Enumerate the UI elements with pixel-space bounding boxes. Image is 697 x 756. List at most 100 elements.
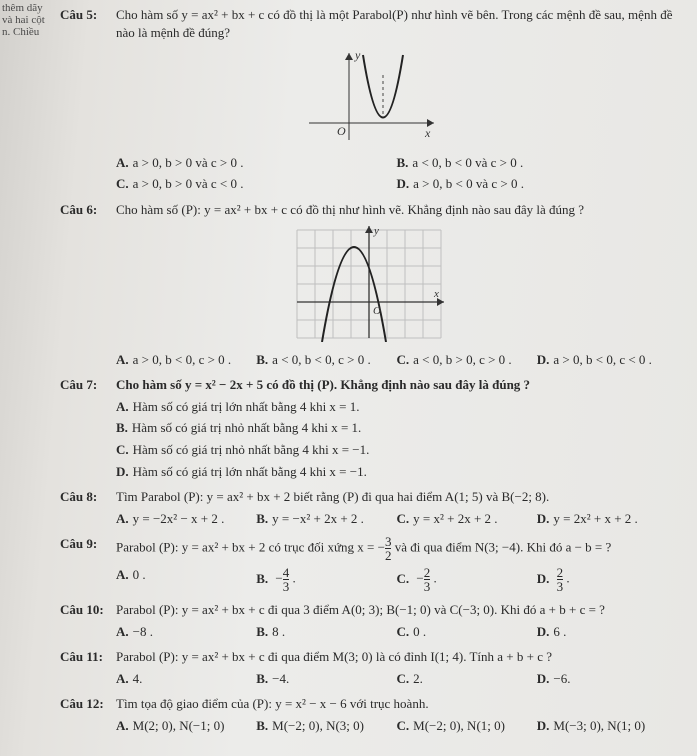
q5-parabola-svg: O x y	[299, 45, 439, 145]
q10-option-d: D.6 .	[537, 623, 677, 641]
q9-optB-pre: −	[275, 571, 282, 586]
q10-option-c: C.0 .	[397, 623, 537, 641]
q10-option-b: B.8 .	[256, 623, 396, 641]
q6-option-a: A.a > 0, b < 0, c > 0 .	[116, 351, 256, 369]
q11-optD-text: −6.	[553, 671, 570, 686]
q6-parabola-svg: O x y	[284, 222, 454, 342]
q5-graph: O x y	[60, 45, 677, 150]
svg-text:y: y	[373, 225, 379, 237]
q6-option-b: B.a < 0, b < 0, c > 0 .	[256, 351, 396, 369]
q11-text: Parabol (P): y = ax² + bx + c đi qua điể…	[116, 648, 677, 666]
q6-text: Cho hàm số (P): y = ax² + bx + c có đồ t…	[116, 201, 677, 219]
q7-optA-text: Hàm số có giá trị lớn nhất bằng 4 khi x …	[133, 399, 360, 414]
q9-text-a: Parabol (P): y = ax² + bx + 2 có trục đố…	[116, 540, 385, 555]
q6-optD-text: a > 0, b < 0, c < 0 .	[553, 352, 652, 367]
q8-label: Câu 8:	[60, 488, 108, 506]
q9-text: Parabol (P): y = ax² + bx + 2 có trục đố…	[116, 535, 677, 562]
question-6: Câu 6: Cho hàm số (P): y = ax² + bx + c …	[60, 201, 677, 369]
q6-option-d: D.a > 0, b < 0, c < 0 .	[537, 351, 677, 369]
svg-text:O: O	[337, 124, 346, 138]
question-8: Câu 8: Tìm Parabol (P): y = ax² + bx + 2…	[60, 488, 677, 527]
q11-optB-text: −4.	[272, 671, 289, 686]
q7-option-a: A.Hàm số có giá trị lớn nhất bằng 4 khi …	[116, 398, 677, 416]
q12-text: Tìm tọa độ giao điểm của (P): y = x² − x…	[116, 695, 677, 713]
edge-line-3: n. Chiều	[2, 26, 39, 38]
q6-optB-text: a < 0, b < 0, c > 0 .	[272, 352, 371, 367]
q8-option-a: A.y = −2x² − x + 2 .	[116, 510, 256, 528]
q9-text-b: và đi qua điểm N(3; −4). Khi đó a − b = …	[391, 540, 611, 555]
q11-option-a: A.4.	[116, 670, 256, 688]
q12-label: Câu 12:	[60, 695, 108, 713]
q9-label: Câu 9:	[60, 535, 108, 553]
q5-optC-text: a > 0, b > 0 và c < 0 .	[133, 176, 244, 191]
q7-label: Câu 7:	[60, 376, 108, 394]
q9-optA-text: 0 .	[133, 567, 146, 582]
q8-text: Tìm Parabol (P): y = ax² + bx + 2 biết r…	[116, 488, 677, 506]
q9-option-b: B. −43 .	[256, 566, 396, 593]
svg-text:x: x	[424, 126, 431, 140]
svg-text:x: x	[433, 288, 439, 300]
edge-line-2: và hai cột	[2, 14, 45, 26]
q9-optB-post: .	[289, 571, 296, 586]
q6-optA-text: a > 0, b < 0, c > 0 .	[133, 352, 232, 367]
q9-optD-post: .	[563, 571, 570, 586]
q7-option-c: C.Hàm số có giá trị nhỏ nhất bằng 4 khi …	[116, 441, 677, 459]
q9-optC-pre: −	[416, 571, 423, 586]
q12-optC-text: M(−2; 0), N(1; 0)	[413, 718, 505, 733]
q12-optD-text: M(−3; 0), N(1; 0)	[553, 718, 645, 733]
q11-label: Câu 11:	[60, 648, 108, 666]
q10-optB-text: 8 .	[272, 624, 285, 639]
q10-text: Parabol (P): y = ax² + bx + c đi qua 3 đ…	[116, 601, 677, 619]
q9-option-a: A.0 .	[116, 566, 256, 593]
q6-label: Câu 6:	[60, 201, 108, 219]
q8-optD-text: y = 2x² + x + 2 .	[553, 511, 637, 526]
q11-option-d: D.−6.	[537, 670, 677, 688]
q12-option-b: B.M(−2; 0), N(3; 0)	[256, 717, 396, 735]
q10-optC-text: 0 .	[413, 624, 426, 639]
q7-option-b: B.Hàm số có giá trị nhỏ nhất bằng 4 khi …	[116, 419, 677, 437]
q8-option-b: B.y = −x² + 2x + 2 .	[256, 510, 396, 528]
q5-option-a: A.a > 0, b > 0 và c > 0 .	[116, 154, 397, 172]
question-10: Câu 10: Parabol (P): y = ax² + bx + c đi…	[60, 601, 677, 640]
q7-option-d: D.Hàm số có giá trị lớn nhất bằng 4 khi …	[116, 463, 677, 481]
q10-option-a: A.−8 .	[116, 623, 256, 641]
q7-optD-text: Hàm số có giá trị lớn nhất bằng 4 khi x …	[133, 464, 367, 479]
q11-option-c: C.2.	[397, 670, 537, 688]
cut-edge-text: thêm dãy và hai cột n. Chiều	[2, 2, 57, 38]
q12-optA-text: M(2; 0), N(−1; 0)	[133, 718, 225, 733]
q11-optC-text: 2.	[413, 671, 423, 686]
q10-label: Câu 10:	[60, 601, 108, 619]
svg-text:y: y	[354, 48, 361, 62]
question-9: Câu 9: Parabol (P): y = ax² + bx + 2 có …	[60, 535, 677, 593]
q7-text-inner: Cho hàm số y = x² − 2x + 5 có đồ thị (P)…	[116, 377, 530, 392]
q5-option-c: C.a > 0, b > 0 và c < 0 .	[116, 175, 397, 193]
q11-option-b: B.−4.	[256, 670, 396, 688]
q10-optA-text: −8 .	[133, 624, 153, 639]
q5-label: Câu 5:	[60, 6, 108, 24]
q9-option-d: D. 23 .	[537, 566, 677, 593]
q7-optC-text: Hàm số có giá trị nhỏ nhất bằng 4 khi x …	[133, 442, 370, 457]
q5-optD-text: a > 0, b < 0 và c > 0 .	[413, 176, 524, 191]
question-7: Câu 7: Cho hàm số y = x² − 2x + 5 có đồ …	[60, 376, 677, 480]
q7-optB-text: Hàm số có giá trị nhỏ nhất bằng 4 khi x …	[132, 420, 361, 435]
svg-text:O: O	[373, 305, 381, 317]
q8-option-d: D.y = 2x² + x + 2 .	[537, 510, 677, 528]
q5-optB-text: a < 0, b < 0 và c > 0 .	[412, 155, 523, 170]
q7-text: Cho hàm số y = x² − 2x + 5 có đồ thị (P)…	[116, 376, 677, 394]
q8-optB-text: y = −x² + 2x + 2 .	[272, 511, 364, 526]
q5-text: Cho hàm số y = ax² + bx + c có đồ thị là…	[116, 6, 677, 41]
q12-option-a: A.M(2; 0), N(−1; 0)	[116, 717, 256, 735]
q5-option-b: B.a < 0, b < 0 và c > 0 .	[397, 154, 678, 172]
q12-option-d: D.M(−3; 0), N(1; 0)	[537, 717, 677, 735]
question-11: Câu 11: Parabol (P): y = ax² + bx + c đi…	[60, 648, 677, 687]
q8-option-c: C.y = x² + 2x + 2 .	[397, 510, 537, 528]
q12-optB-text: M(−2; 0), N(3; 0)	[272, 718, 364, 733]
q6-option-c: C.a < 0, b > 0, c > 0 .	[397, 351, 537, 369]
q8-optC-text: y = x² + 2x + 2 .	[413, 511, 497, 526]
q9-option-c: C. −23 .	[397, 566, 537, 593]
q6-optC-text: a < 0, b > 0, c > 0 .	[413, 352, 512, 367]
question-12: Câu 12: Tìm tọa độ giao điểm của (P): y …	[60, 695, 677, 734]
q6-graph: O x y	[60, 222, 677, 347]
edge-line-1: thêm dãy	[2, 2, 43, 14]
q5-optA-text: a > 0, b > 0 và c > 0 .	[133, 155, 244, 170]
